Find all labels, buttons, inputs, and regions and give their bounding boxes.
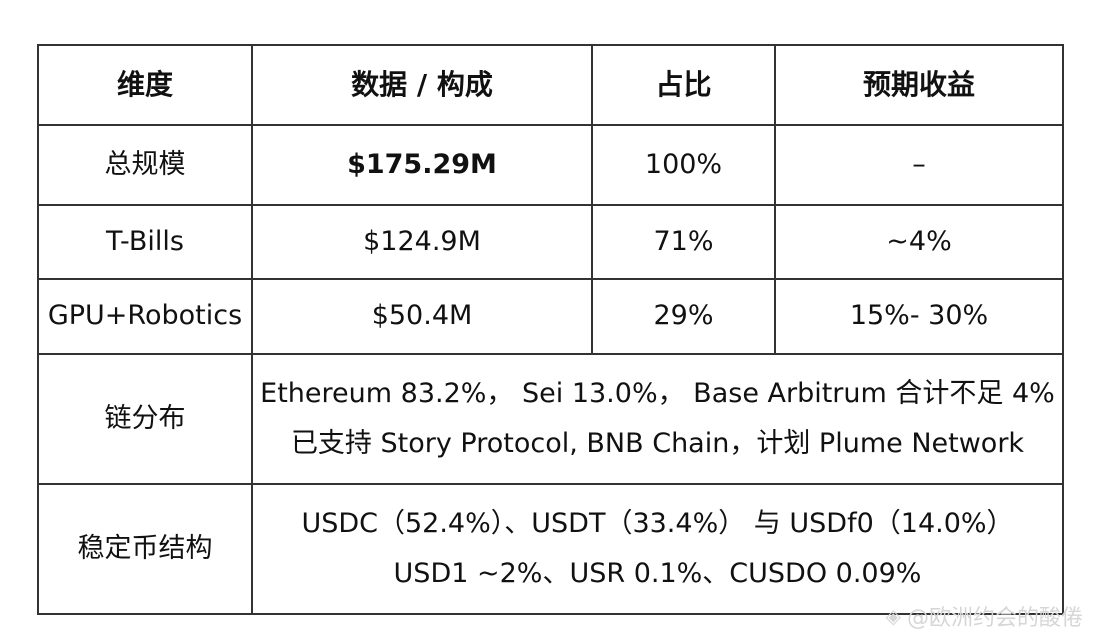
row-data: $50.4M [251,278,593,355]
row-dimension: GPU+Robotics [37,278,253,355]
row-dimension: T-Bills [37,204,253,280]
header-share: 占比 [591,44,776,126]
header-yield: 预期收益 [774,44,1064,126]
chain-line-1: Ethereum 83.2%， Sei 13.0%， Base Arbitrum… [260,377,1055,409]
row-dimension: 总规模 [37,124,253,206]
row-yield: – [774,124,1064,206]
header-data: 数据 / 构成 [251,44,593,126]
summary-table: 维度 数据 / 构成 占比 预期收益 总规模 $175.29M 100% – T… [37,44,1064,615]
row-data: $175.29M [251,124,593,206]
row-share: 29% [591,278,776,355]
chain-distribution-cell: Ethereum 83.2%， Sei 13.0%， Base Arbitrum… [251,353,1064,485]
stablecoin-structure-cell: USDC（52.4%）、USDT（33.4%） 与 USDf0（14.0%） U… [251,483,1064,615]
watermark-text: @欧洲约会的酸倦 [906,606,1083,631]
table-row: T-Bills $124.9M 71% ~4% [37,204,1064,280]
row-dimension: 链分布 [37,353,253,485]
stablecoin-line-1: USDC（52.4%）、USDT（33.4%） 与 USDf0（14.0%） [301,507,1014,539]
diamond-logo-icon: ◈ [885,604,901,628]
row-yield: ~4% [774,204,1064,280]
table-row: 总规模 $175.29M 100% – [37,124,1064,206]
table-row-chain: 链分布 Ethereum 83.2%， Sei 13.0%， Base Arbi… [37,353,1064,485]
watermark: ◈ @欧洲约会的酸倦 [886,600,1083,632]
table-header-row: 维度 数据 / 构成 占比 预期收益 [37,44,1064,126]
stablecoin-line-2: USD1 ~2%、USR 0.1%、CUSDO 0.09% [393,558,922,589]
header-dimension: 维度 [37,44,253,126]
row-dimension: 稳定币结构 [37,483,253,615]
table-row-stablecoin: 稳定币结构 USDC（52.4%）、USDT（33.4%） 与 USDf0（14… [37,483,1064,615]
row-share: 71% [591,204,776,280]
row-data: $124.9M [251,204,593,280]
row-share: 100% [591,124,776,206]
chain-line-2: 已支持 Story Protocol, BNB Chain，计划 Plume N… [290,428,1025,459]
row-yield: 15%- 30% [774,278,1064,355]
table-row: GPU+Robotics $50.4M 29% 15%- 30% [37,278,1064,355]
